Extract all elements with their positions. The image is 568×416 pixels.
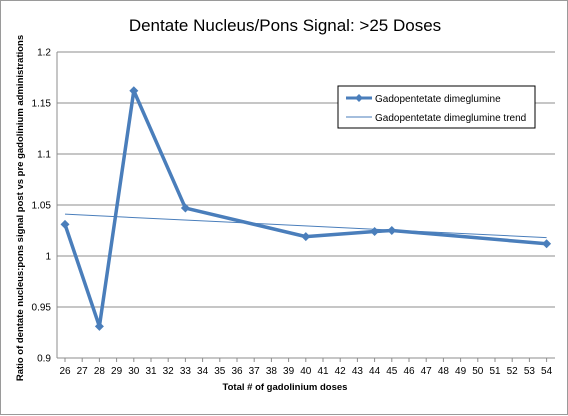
data-point-diamond — [542, 239, 552, 249]
x-tick-label: 38 — [266, 366, 278, 377]
x-tick-label: 54 — [541, 366, 553, 377]
y-tick-label: 1.15 — [32, 99, 52, 110]
data-point-diamond — [60, 219, 70, 229]
x-tick-label: 27 — [77, 366, 89, 377]
legend-box — [337, 85, 536, 129]
y-tick-label: 1.2 — [37, 48, 51, 59]
x-tick-label: 47 — [421, 366, 433, 377]
x-tick-label: 35 — [214, 366, 226, 377]
x-tick-label: 40 — [300, 366, 312, 377]
x-tick-label: 52 — [507, 366, 519, 377]
legend-label-series: Gadopentetate dimeglumine — [375, 94, 501, 105]
series-plot — [60, 86, 552, 331]
y-tick-label: 1 — [45, 252, 51, 263]
x-axis-ticks: 26 27 28 29 30 31 32 33 34 35 36 37 38 39 40 41 42 43 44 45… — [59, 358, 553, 377]
x-tick-label: 46 — [403, 366, 415, 377]
x-tick-label: 53 — [524, 366, 536, 377]
x-tick-label: 49 — [455, 366, 467, 377]
y-axis-label: Ratio of dentate nucleus:pons signal pos… — [15, 35, 26, 381]
x-tick-label: 29 — [111, 366, 123, 377]
x-tick-label: 28 — [94, 366, 106, 377]
x-tick-label: 44 — [369, 366, 381, 377]
legend-label-trend: Gadopentetate dimeglumine trend — [375, 113, 526, 124]
x-tick-label: 48 — [438, 366, 450, 377]
trend-line — [64, 213, 547, 239]
data-point-diamond — [180, 203, 190, 213]
y-tick-label: 1.1 — [37, 150, 51, 161]
x-tick-label: 45 — [386, 366, 398, 377]
x-tick-label: 50 — [472, 366, 484, 377]
legend-marker-diamond-icon — [355, 94, 363, 102]
x-axis-label: Total # of gadolinium doses — [223, 382, 348, 393]
legend: Gadopentetate dimeglumine Gadopentetate … — [337, 85, 536, 129]
x-tick-label: 31 — [145, 366, 157, 377]
x-tick-label: 33 — [180, 366, 192, 377]
y-axis-ticks: 0.9 0.95 1 1.05 1.1 1.15 1.2 — [32, 48, 52, 365]
x-tick-label: 37 — [249, 366, 261, 377]
x-tick-label: 42 — [335, 366, 347, 377]
data-point-diamond — [387, 226, 397, 235]
x-tick-label: 30 — [128, 366, 140, 377]
chart-title: Dentate Nucleus/Pons Signal: >25 Doses — [129, 16, 441, 35]
x-tick-label: 41 — [317, 366, 329, 377]
x-tick-label: 26 — [59, 366, 71, 377]
x-tick-label: 32 — [163, 366, 175, 377]
x-tick-label: 51 — [489, 366, 501, 377]
x-tick-label: 43 — [352, 366, 364, 377]
y-tick-label: 0.95 — [32, 303, 52, 314]
data-point-diamond — [301, 232, 311, 242]
x-tick-label: 36 — [231, 366, 243, 377]
data-point-diamond — [94, 321, 104, 331]
x-tick-label: 39 — [283, 366, 295, 377]
y-tick-label: 0.9 — [37, 354, 51, 365]
data-point-diamond — [370, 227, 380, 237]
data-point-diamond — [129, 86, 139, 96]
x-tick-label: 34 — [197, 366, 209, 377]
y-tick-label: 1.05 — [32, 201, 52, 212]
